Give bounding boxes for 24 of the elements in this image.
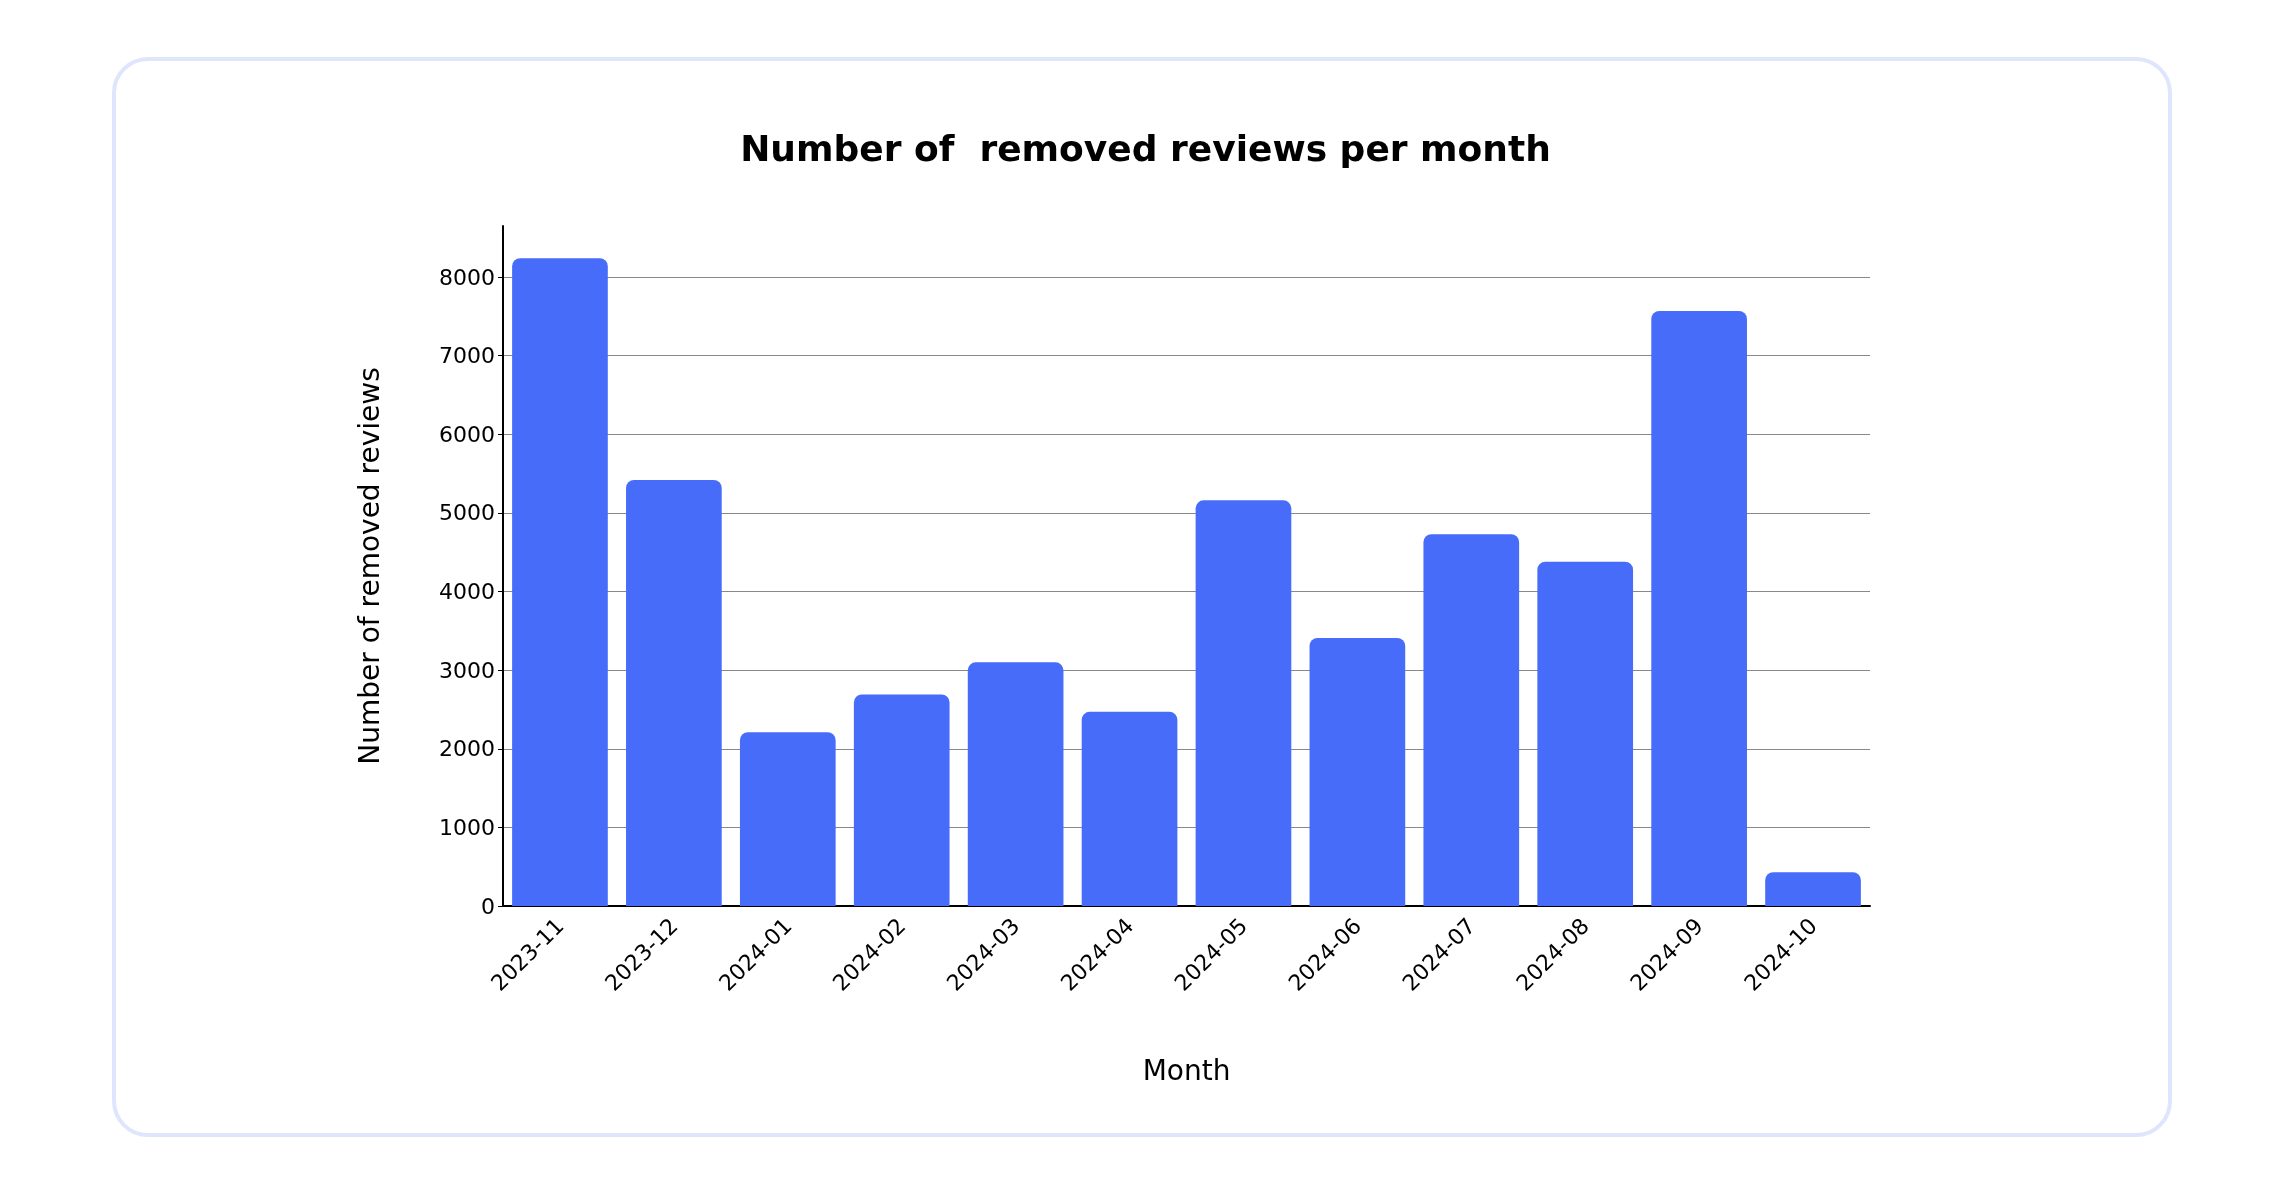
chart-title: Number of removed reviews per month (740, 127, 1551, 169)
bar (853, 694, 950, 906)
y-tick-label: 7000 (439, 343, 495, 369)
bar (967, 662, 1064, 906)
bar (1195, 500, 1292, 906)
bar (1765, 872, 1861, 906)
y-tick-label: 4000 (439, 579, 495, 605)
y-tick-label: 8000 (439, 264, 495, 290)
x-axis-title: Month (1142, 1053, 1231, 1087)
bar (1423, 534, 1520, 906)
y-tick-label: 5000 (439, 500, 495, 526)
y-axis-title: Number of removed reviews (352, 367, 386, 765)
bar (626, 479, 722, 906)
y-tick-label: 3000 (439, 657, 495, 683)
y-tick-label: 6000 (439, 421, 495, 447)
bar (739, 732, 836, 906)
y-tick-label: 0 (481, 893, 495, 919)
y-tick-label: 2000 (439, 736, 495, 762)
bar (1537, 561, 1634, 906)
bar (1651, 310, 1747, 906)
bar (1309, 637, 1406, 906)
bar (512, 258, 608, 906)
y-tick-label: 1000 (439, 814, 495, 840)
bar (1081, 711, 1178, 906)
